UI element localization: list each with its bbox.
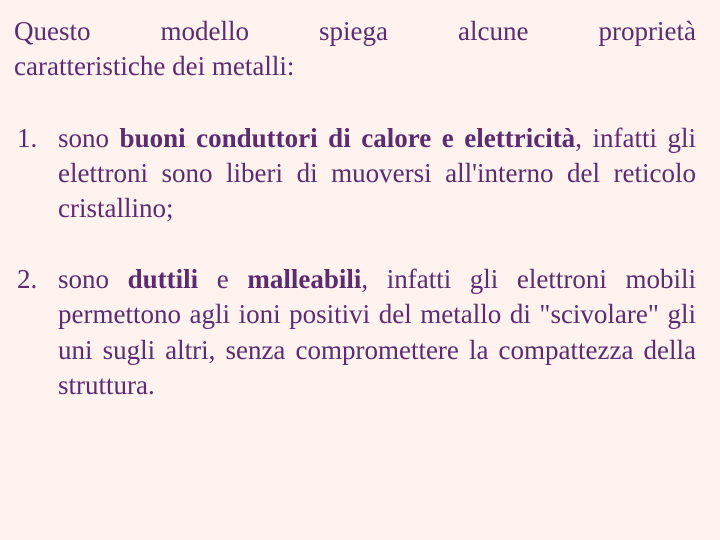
intro-line-1: Questo modello spiega alcune proprietà: [14, 14, 696, 49]
text-pre: sono: [58, 123, 109, 153]
intro-line-2: caratteristiche dei metalli:: [14, 49, 696, 84]
intro-paragraph: Questo modello spiega alcune proprietà c…: [14, 14, 696, 83]
list-item-text: sono buoni conduttori di calore e elettr…: [58, 121, 696, 226]
list-item-text: sono duttili e malleabili, infatti gli e…: [58, 262, 696, 402]
list-number: 1.: [17, 121, 37, 156]
text-bold: buoni conduttori di calore e elettricità: [109, 123, 575, 153]
numbered-list: 1. sono buoni conduttori di calore e ele…: [14, 121, 696, 403]
text-mid: e: [198, 264, 247, 294]
text-bold: duttili: [109, 264, 198, 294]
list-item: 2. sono duttili e malleabili, infatti gl…: [14, 262, 696, 402]
list-item: 1. sono buoni conduttori di calore e ele…: [14, 121, 696, 226]
text-bold-2: malleabili: [247, 264, 361, 294]
text-pre: sono: [58, 264, 109, 294]
list-number: 2.: [17, 262, 37, 297]
